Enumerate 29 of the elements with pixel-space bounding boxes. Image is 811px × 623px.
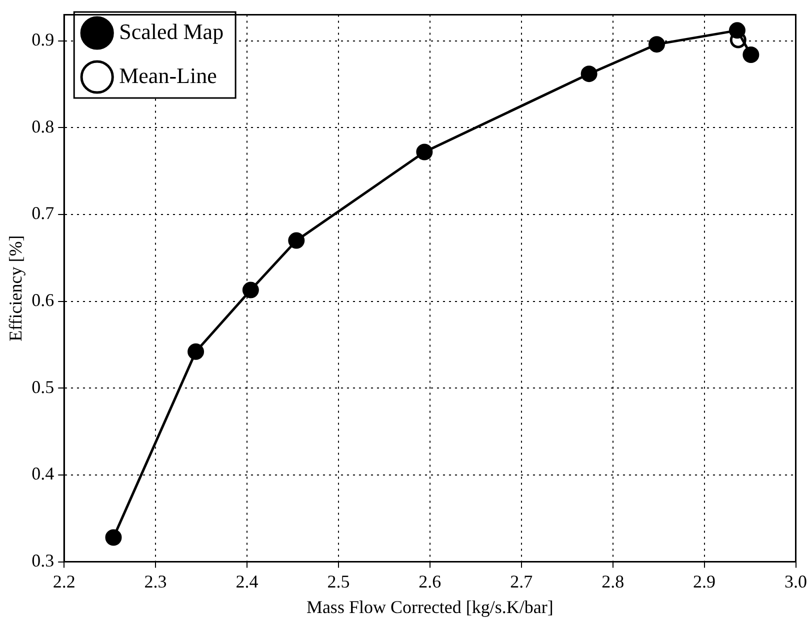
x-tick-label: 2.3 (144, 571, 167, 592)
x-tick-label: 2.8 (602, 571, 624, 592)
x-tick-label: 2.4 (236, 571, 258, 592)
y-axis-title: Efficiency [%] (6, 235, 26, 342)
point (728, 22, 746, 39)
legend-label: Mean-Line (119, 62, 217, 88)
x-tick-label: 2.6 (418, 571, 442, 592)
x-tick-label: 2.9 (693, 571, 716, 592)
x-tick-label: 2.7 (510, 571, 533, 592)
y-tick-label: 0.6 (32, 290, 54, 310)
point (288, 232, 305, 249)
x-tick-label: 2.2 (52, 571, 76, 592)
point (105, 529, 122, 546)
y-tick-label: 0.9 (32, 30, 54, 50)
x-axis-title: Mass Flow Corrected [kg/s.K/bar] (306, 596, 554, 617)
point (242, 282, 259, 298)
point (416, 144, 433, 160)
x-tick-label: 2.5 (327, 571, 350, 592)
y-tick-label: 0.5 (32, 376, 54, 397)
point (580, 66, 598, 82)
x-tick-label: 3.0 (784, 571, 807, 592)
y-tick-label: 0.3 (32, 550, 54, 571)
point (648, 36, 665, 53)
y-tick-label: 0.7 (32, 203, 54, 224)
point (188, 343, 204, 360)
y-tick-label: 0.4 (32, 464, 54, 484)
point (742, 46, 760, 63)
y-tick-label: 0.8 (32, 116, 54, 136)
legend-label: Scaled Map (119, 18, 224, 44)
